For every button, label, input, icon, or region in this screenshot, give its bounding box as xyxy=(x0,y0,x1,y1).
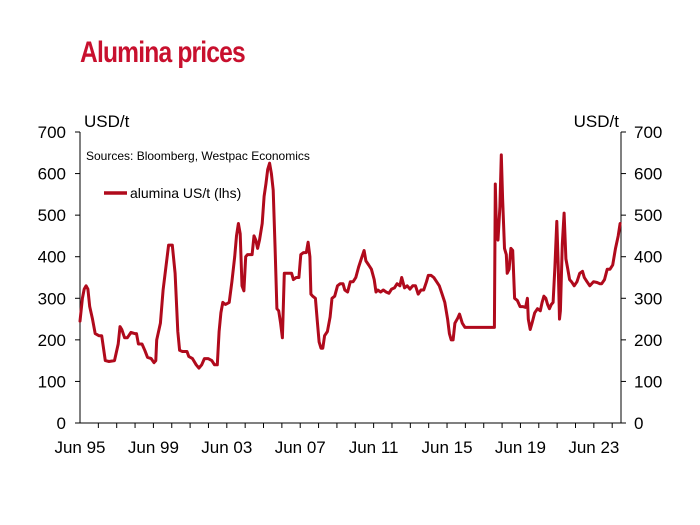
legend-label: alumina US/t (lhs) xyxy=(130,185,241,201)
y-tick-label-left: 700 xyxy=(38,123,66,142)
y-tick-label-left: 300 xyxy=(38,289,66,308)
y-tick-label-left: 200 xyxy=(38,331,66,350)
x-tick-label: Jun 95 xyxy=(54,438,105,457)
y-tick-label-right: 700 xyxy=(634,123,662,142)
y-tick-label-right: 100 xyxy=(634,372,662,391)
y-tick-label-right: 500 xyxy=(634,206,662,225)
x-tick-label: Jun 15 xyxy=(422,438,473,457)
y-axis-label-right: USD/t xyxy=(574,112,620,131)
y-tick-label-left: 100 xyxy=(38,372,66,391)
x-tick-label: Jun 03 xyxy=(201,438,252,457)
source-note: Sources: Bloomberg, Westpac Economics xyxy=(86,149,310,163)
y-axis-label-left: USD/t xyxy=(84,112,130,131)
y-tick-label-left: 500 xyxy=(38,206,66,225)
legend: alumina US/t (lhs) xyxy=(104,185,241,201)
y-tick-label-left: 400 xyxy=(38,248,66,267)
y-tick-label-right: 0 xyxy=(634,414,643,433)
y-tick-label-left: 0 xyxy=(57,414,66,433)
y-tick-label-left: 600 xyxy=(38,165,66,184)
y-tick-label-right: 400 xyxy=(634,248,662,267)
axes: 0 0 100 100 200 200 300 300 400 400 500 500 600 600 70… xyxy=(38,123,663,457)
y-tick-label-right: 300 xyxy=(634,289,662,308)
x-tick-label: Jun 99 xyxy=(128,438,179,457)
series-line xyxy=(78,153,622,370)
y-tick-label-right: 600 xyxy=(634,165,662,184)
x-tick-label: Jun 23 xyxy=(568,438,619,457)
y-tick-label-right: 200 xyxy=(634,331,662,350)
x-tick-label: Jun 19 xyxy=(495,438,546,457)
x-tick-label: Jun 11 xyxy=(349,438,399,457)
x-tick-label: Jun 07 xyxy=(275,438,326,457)
chart-title: Alumina prices xyxy=(80,36,246,69)
series-group xyxy=(78,153,622,370)
